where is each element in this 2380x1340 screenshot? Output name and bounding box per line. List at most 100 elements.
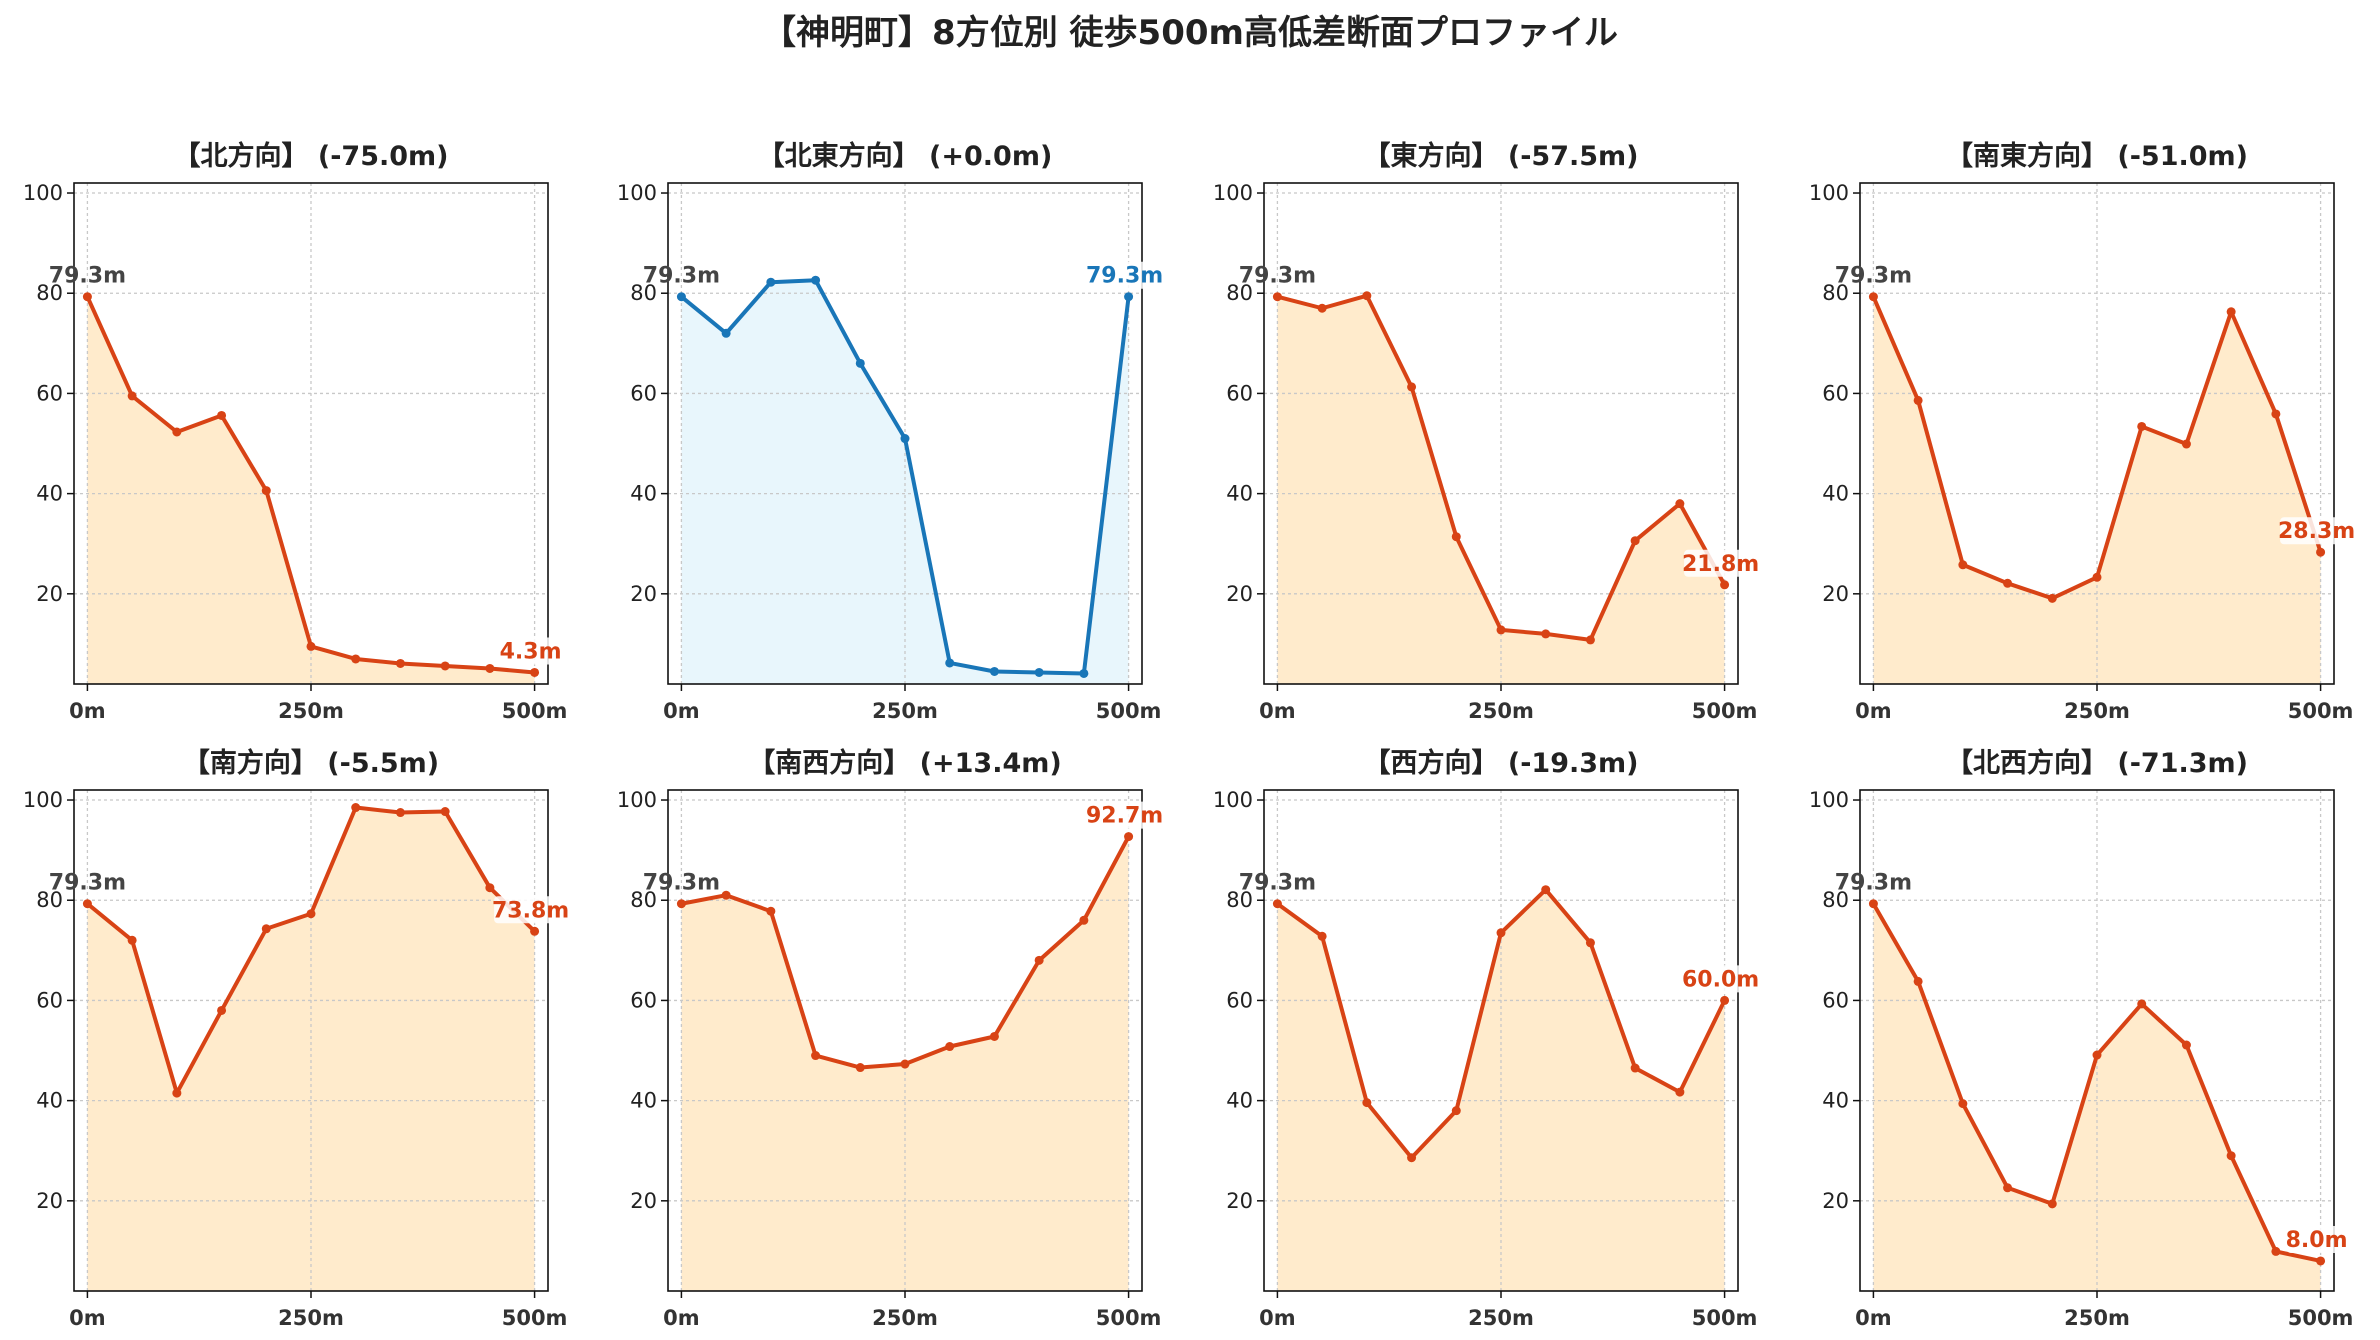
y-tick-label: 80 <box>36 281 63 305</box>
data-point <box>127 935 137 945</box>
data-point <box>2092 572 2102 582</box>
data-point <box>1585 635 1595 645</box>
profile-fill <box>681 280 1129 684</box>
end-elevation-label: 79.3m <box>1086 264 1163 289</box>
start-elevation-label: 79.3m <box>1239 871 1316 896</box>
start-elevation-label: 79.3m <box>1239 264 1316 289</box>
data-point <box>530 926 540 936</box>
data-point <box>766 906 776 916</box>
data-point <box>1630 536 1640 546</box>
y-tick-label: 60 <box>1822 988 1849 1012</box>
data-point <box>900 434 910 444</box>
data-point <box>855 358 865 368</box>
data-point <box>721 328 731 338</box>
data-point <box>306 641 316 651</box>
end-label-background <box>1088 801 1162 829</box>
data-point <box>2181 1040 2191 1050</box>
y-tick-label: 20 <box>1822 1189 1849 1213</box>
subplot-4: 【南東方向】 (-51.0m) 20 40 60 80 100 0m 250m 500m 79.3… <box>1809 140 2355 723</box>
x-tick-label: 0m <box>1259 699 1296 723</box>
data-point <box>395 658 405 668</box>
data-point <box>989 666 999 676</box>
figure-title: 【神明町】8方位別 徒歩500m高低差断面プロファイル <box>762 13 1618 53</box>
subplot-title: 【北方向】 (-75.0m) <box>173 140 448 172</box>
data-point <box>721 890 731 900</box>
y-tick-label: 60 <box>1226 381 1253 405</box>
y-tick-label: 100 <box>23 788 63 812</box>
y-tick-label: 20 <box>36 582 63 606</box>
x-tick-label: 250m <box>1468 1306 1534 1330</box>
end-elevation-label: 92.7m <box>1086 804 1163 829</box>
data-point <box>2316 1256 2326 1266</box>
end-elevation-label: 73.8m <box>492 898 569 923</box>
y-tick-label: 20 <box>630 582 657 606</box>
end-elevation-label: 8.0m <box>2286 1228 2348 1253</box>
x-tick-label: 250m <box>872 1306 938 1330</box>
data-point <box>440 661 450 671</box>
data-point <box>351 654 361 664</box>
data-point <box>676 899 686 909</box>
x-tick-label: 0m <box>1855 699 1892 723</box>
x-tick-label: 500m <box>1096 699 1162 723</box>
data-point <box>1079 668 1089 678</box>
y-tick-label: 100 <box>617 788 657 812</box>
subplot-title: 【東方向】 (-57.5m) <box>1363 140 1638 172</box>
y-tick-label: 40 <box>36 1089 63 1113</box>
data-point <box>811 1051 821 1061</box>
data-point <box>172 1088 182 1098</box>
y-tick-label: 20 <box>630 1189 657 1213</box>
start-elevation-label: 79.3m <box>1835 871 1912 896</box>
data-point <box>1407 382 1417 392</box>
data-point <box>989 1031 999 1041</box>
data-point <box>1496 928 1506 938</box>
x-tick-label: 0m <box>69 1306 106 1330</box>
y-tick-label: 60 <box>630 381 657 405</box>
end-label-background <box>494 896 568 924</box>
y-tick-label: 20 <box>1226 582 1253 606</box>
subplot-title: 【南東方向】 (-51.0m) <box>1946 140 2248 172</box>
end-label-background <box>2286 1225 2347 1253</box>
y-tick-label: 60 <box>630 988 657 1012</box>
data-point <box>855 1063 865 1073</box>
end-label-background <box>2280 517 2354 545</box>
data-point <box>261 924 271 934</box>
data-point <box>2226 307 2236 317</box>
data-point <box>1720 995 1730 1005</box>
data-point <box>1720 580 1730 590</box>
data-point <box>1362 1098 1372 1108</box>
x-tick-label: 500m <box>1692 699 1758 723</box>
y-tick-label: 80 <box>1226 888 1253 912</box>
data-point <box>1317 303 1327 313</box>
data-point <box>1585 938 1595 948</box>
data-point <box>217 410 227 420</box>
data-point <box>1496 625 1506 635</box>
y-tick-label: 80 <box>36 888 63 912</box>
data-point <box>945 658 955 668</box>
subplot-7: 【西方向】 (-19.3m) 20 40 60 80 100 0m 250m 500m 79.3m… <box>1213 747 1759 1330</box>
x-tick-label: 250m <box>278 699 344 723</box>
data-point <box>766 277 776 287</box>
x-tick-label: 250m <box>872 699 938 723</box>
x-tick-label: 500m <box>502 699 568 723</box>
x-tick-label: 500m <box>502 1306 568 1330</box>
data-point <box>811 275 821 285</box>
data-point <box>2181 439 2191 449</box>
data-point <box>1675 1087 1685 1097</box>
data-point <box>2271 409 2281 419</box>
y-tick-label: 60 <box>36 988 63 1012</box>
y-tick-label: 80 <box>630 888 657 912</box>
y-tick-label: 40 <box>1822 482 1849 506</box>
data-point <box>1124 292 1134 302</box>
start-elevation-label: 79.3m <box>643 264 720 289</box>
y-tick-label: 40 <box>1822 1089 1849 1113</box>
subplot-5: 【南方向】 (-5.5m) 20 40 60 80 100 0m 250m 500m 79.3m 7… <box>23 747 569 1330</box>
data-point <box>440 807 450 817</box>
data-point <box>217 1005 227 1015</box>
y-tick-label: 20 <box>36 1189 63 1213</box>
x-tick-label: 500m <box>2288 699 2354 723</box>
data-point <box>2226 1151 2236 1161</box>
data-point <box>1451 532 1461 542</box>
y-tick-label: 40 <box>630 1089 657 1113</box>
data-point <box>351 803 361 813</box>
